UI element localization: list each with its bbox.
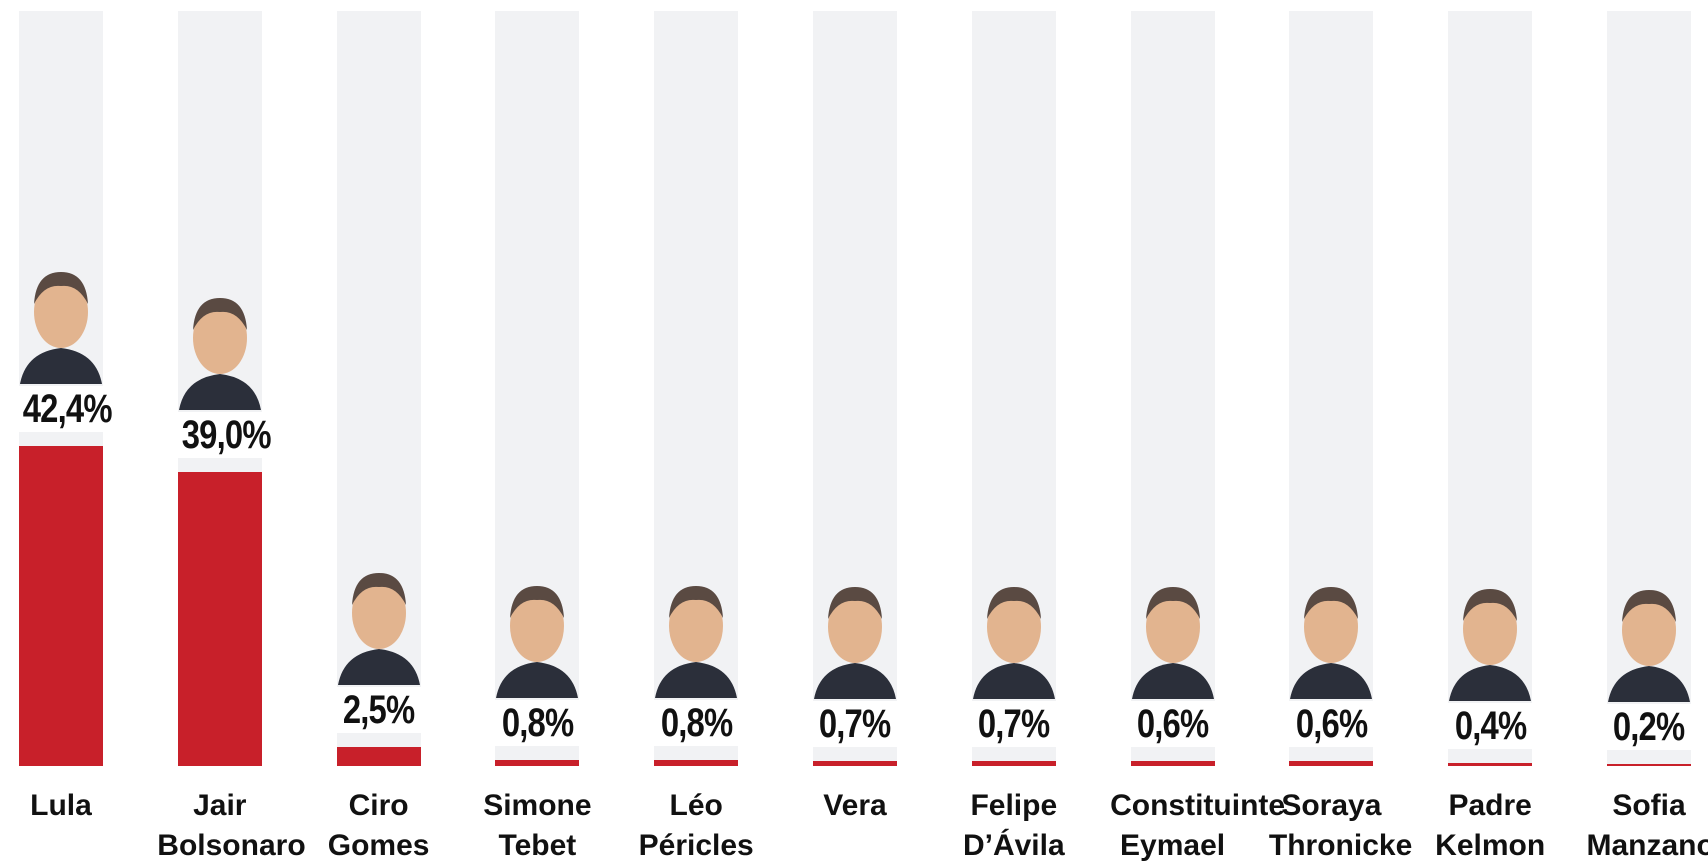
value-label-text: 42,4% bbox=[23, 386, 112, 432]
category-label: Simone Tebet bbox=[457, 786, 617, 863]
value-label-text: 0,8% bbox=[660, 700, 731, 746]
category-text: Soraya Thronicke bbox=[1269, 786, 1394, 863]
portrait bbox=[1128, 569, 1218, 699]
value-label: 0,2% bbox=[1601, 704, 1697, 750]
category-label: Felipe D’Ávila bbox=[934, 786, 1094, 863]
value-label: 39,0% bbox=[172, 412, 268, 458]
category-label: Jair Bolsonaro bbox=[140, 786, 300, 863]
portrait bbox=[969, 569, 1059, 699]
bar bbox=[1289, 761, 1373, 766]
category-text: Jair Bolsonaro bbox=[157, 786, 282, 863]
bar bbox=[813, 761, 897, 766]
bar bbox=[19, 446, 103, 766]
value-label: 42,4% bbox=[13, 386, 109, 432]
category-label: Sofia Manzano bbox=[1569, 786, 1708, 863]
bar bbox=[654, 760, 738, 766]
value-label-text: 0,7% bbox=[819, 701, 890, 747]
value-label: 0,4% bbox=[1442, 703, 1538, 749]
category-label: Soraya Thronicke bbox=[1251, 786, 1411, 863]
category-label: Léo Péricles bbox=[616, 786, 776, 863]
portrait bbox=[1286, 569, 1376, 699]
category-label: Constituinte Eymael bbox=[1093, 786, 1253, 863]
portrait bbox=[492, 568, 582, 698]
portrait bbox=[1445, 571, 1535, 701]
bar bbox=[1131, 761, 1215, 766]
value-label: 0,8% bbox=[648, 700, 744, 746]
value-label-text: 0,6% bbox=[1296, 701, 1367, 747]
category-text: Constituinte Eymael bbox=[1110, 786, 1235, 863]
category-label: Padre Kelmon bbox=[1410, 786, 1570, 863]
value-label-text: 39,0% bbox=[182, 412, 271, 458]
bar bbox=[1607, 764, 1691, 766]
value-label-text: 0,8% bbox=[502, 700, 573, 746]
value-label: 0,6% bbox=[1283, 701, 1379, 747]
chart: 42,4% Lula 39,0% Jair Bolsonaro 2,5% Ciro Gom… bbox=[0, 0, 1708, 863]
category-text: Simone Tebet bbox=[475, 786, 600, 863]
value-label: 0,6% bbox=[1125, 701, 1221, 747]
bar bbox=[1448, 763, 1532, 766]
value-label-text: 2,5% bbox=[343, 687, 414, 733]
category-text: Ciro Gomes bbox=[316, 786, 441, 863]
portrait bbox=[1604, 572, 1694, 702]
category-text: Padre Kelmon bbox=[1428, 786, 1553, 863]
bar bbox=[495, 760, 579, 766]
category-text: Vera bbox=[793, 786, 918, 826]
category-text: Felipe D’Ávila bbox=[951, 786, 1076, 863]
category-label: Vera bbox=[775, 786, 935, 826]
value-label-text: 0,6% bbox=[1137, 701, 1208, 747]
portrait bbox=[175, 280, 265, 410]
bar bbox=[337, 747, 421, 766]
bar bbox=[972, 761, 1056, 766]
value-label: 0,7% bbox=[966, 701, 1062, 747]
portrait bbox=[810, 569, 900, 699]
value-label: 2,5% bbox=[331, 687, 427, 733]
value-label: 0,8% bbox=[489, 700, 585, 746]
value-label-text: 0,2% bbox=[1613, 704, 1684, 750]
portrait bbox=[651, 568, 741, 698]
bar bbox=[178, 472, 262, 766]
portrait bbox=[334, 555, 424, 685]
value-label: 0,7% bbox=[807, 701, 903, 747]
category-text: Lula bbox=[0, 786, 124, 826]
category-text: Sofia Manzano bbox=[1587, 786, 1708, 863]
value-label-text: 0,7% bbox=[978, 701, 1049, 747]
category-text: Léo Péricles bbox=[634, 786, 759, 863]
category-label: Lula bbox=[0, 786, 141, 826]
portrait bbox=[16, 254, 106, 384]
value-label-text: 0,4% bbox=[1454, 703, 1525, 749]
category-label: Ciro Gomes bbox=[299, 786, 459, 863]
